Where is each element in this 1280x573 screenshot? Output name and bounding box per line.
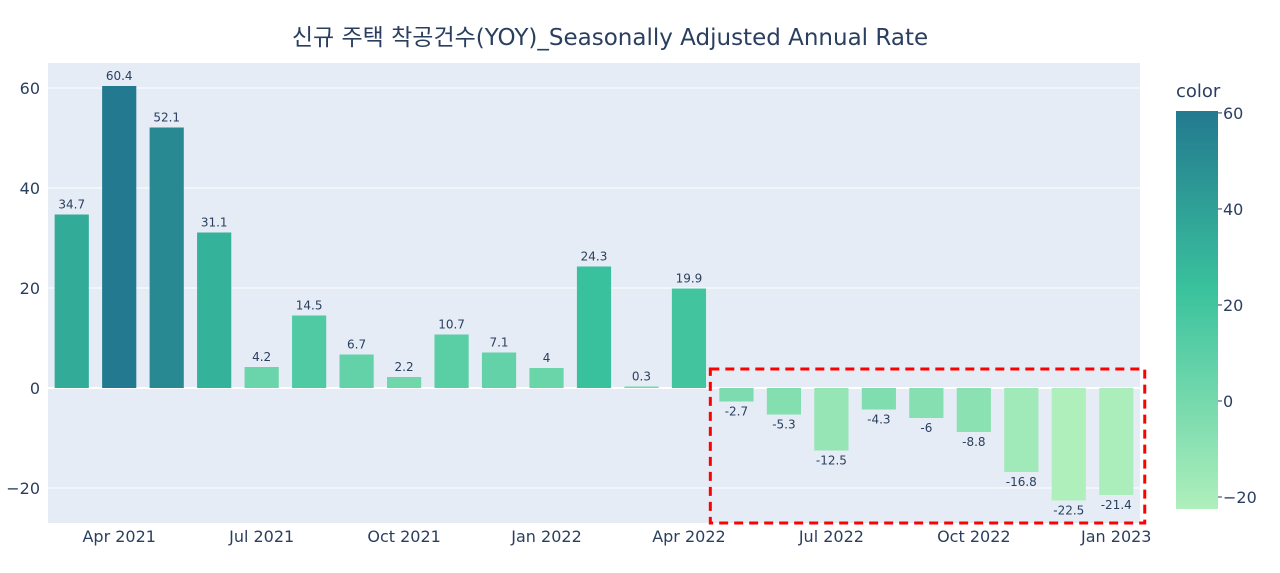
data-label: -2.7 — [725, 405, 748, 419]
data-label: 52.1 — [153, 111, 180, 125]
colorbar-tick-label: 60 — [1223, 104, 1243, 123]
data-label: 34.7 — [58, 198, 85, 212]
bar — [576, 266, 612, 388]
chart-title: 신규 주택 착공건수(YOY)_Seasonally Adjusted Annu… — [292, 25, 928, 51]
y-tick-label: 40 — [20, 179, 40, 198]
bar — [861, 388, 896, 410]
bar — [386, 377, 422, 388]
data-label: 2.2 — [395, 360, 414, 374]
bar — [529, 368, 564, 388]
data-label: -6 — [920, 421, 932, 435]
data-label: 7.1 — [489, 336, 508, 350]
colorbar-tick-label: 40 — [1223, 200, 1243, 219]
bar — [719, 388, 754, 402]
data-label: -22.5 — [1053, 504, 1084, 518]
data-label: -16.8 — [1006, 475, 1037, 489]
colorbar-tick-label: 0 — [1223, 392, 1233, 411]
colorbar: color 60 40 20 0 −20 — [1176, 81, 1257, 509]
y-tick-label: −20 — [6, 479, 40, 498]
colorbar-title: color — [1176, 81, 1221, 102]
x-axis-ticks: Apr 2021 Jul 2021 Oct 2021 Jan 2022 Apr 2022… — [82, 527, 1151, 546]
bar — [956, 388, 991, 432]
data-label: -5.3 — [772, 418, 795, 432]
bar — [624, 386, 659, 388]
data-label: 6.7 — [347, 338, 366, 352]
x-tick-label: Oct 2022 — [937, 527, 1010, 546]
data-label: 14.5 — [296, 299, 323, 313]
data-labels: 34.7 60.4 52.1 31.1 4.2 14.5 6.7 2.2 10.7 7.1 4 24.… — [58, 69, 1131, 518]
y-tick-label: 20 — [20, 279, 40, 298]
bar — [102, 86, 137, 388]
bar — [1004, 388, 1039, 472]
bar — [481, 352, 517, 388]
colorbar-scale — [1176, 111, 1218, 509]
data-label: 10.7 — [438, 318, 465, 332]
data-label: 24.3 — [581, 250, 608, 264]
data-label: -4.3 — [867, 413, 890, 427]
bar — [54, 214, 89, 388]
data-label: 60.4 — [106, 69, 133, 83]
highlight-box — [708, 367, 1147, 525]
data-label: -21.4 — [1101, 498, 1132, 512]
bar — [766, 388, 802, 415]
bar — [149, 127, 184, 388]
x-tick-label: Jul 2022 — [798, 527, 864, 546]
x-tick-label: Oct 2021 — [367, 527, 440, 546]
data-label: 31.1 — [201, 216, 228, 230]
bar — [434, 334, 469, 388]
bars — [54, 86, 1134, 501]
y-tick-label: 0 — [30, 379, 40, 398]
data-label: 4 — [543, 351, 551, 365]
y-axis-ticks: 60 40 20 0 −20 — [6, 79, 40, 498]
data-label: 0.3 — [632, 370, 651, 384]
x-tick-label: Apr 2022 — [652, 527, 725, 546]
bar — [1051, 388, 1086, 501]
bar — [339, 354, 374, 388]
x-tick-label: Jan 2023 — [1080, 527, 1151, 546]
x-tick-label: Apr 2021 — [82, 527, 155, 546]
y-tick-label: 60 — [20, 79, 40, 98]
bar — [814, 388, 849, 451]
bar — [1099, 388, 1134, 495]
data-label: 4.2 — [252, 350, 271, 364]
bar — [292, 315, 327, 388]
bar — [671, 288, 707, 388]
data-label: 19.9 — [676, 272, 703, 286]
x-tick-label: Jul 2021 — [228, 527, 294, 546]
colorbar-ticks: 60 40 20 0 −20 — [1218, 104, 1257, 507]
colorbar-tick-label: −20 — [1223, 488, 1257, 507]
bar — [197, 232, 232, 388]
data-label: -8.8 — [962, 435, 985, 449]
data-label: -12.5 — [816, 454, 847, 468]
bar — [909, 388, 944, 418]
bar — [244, 367, 279, 388]
colorbar-tick-label: 20 — [1223, 296, 1243, 315]
x-tick-label: Jan 2022 — [510, 527, 581, 546]
